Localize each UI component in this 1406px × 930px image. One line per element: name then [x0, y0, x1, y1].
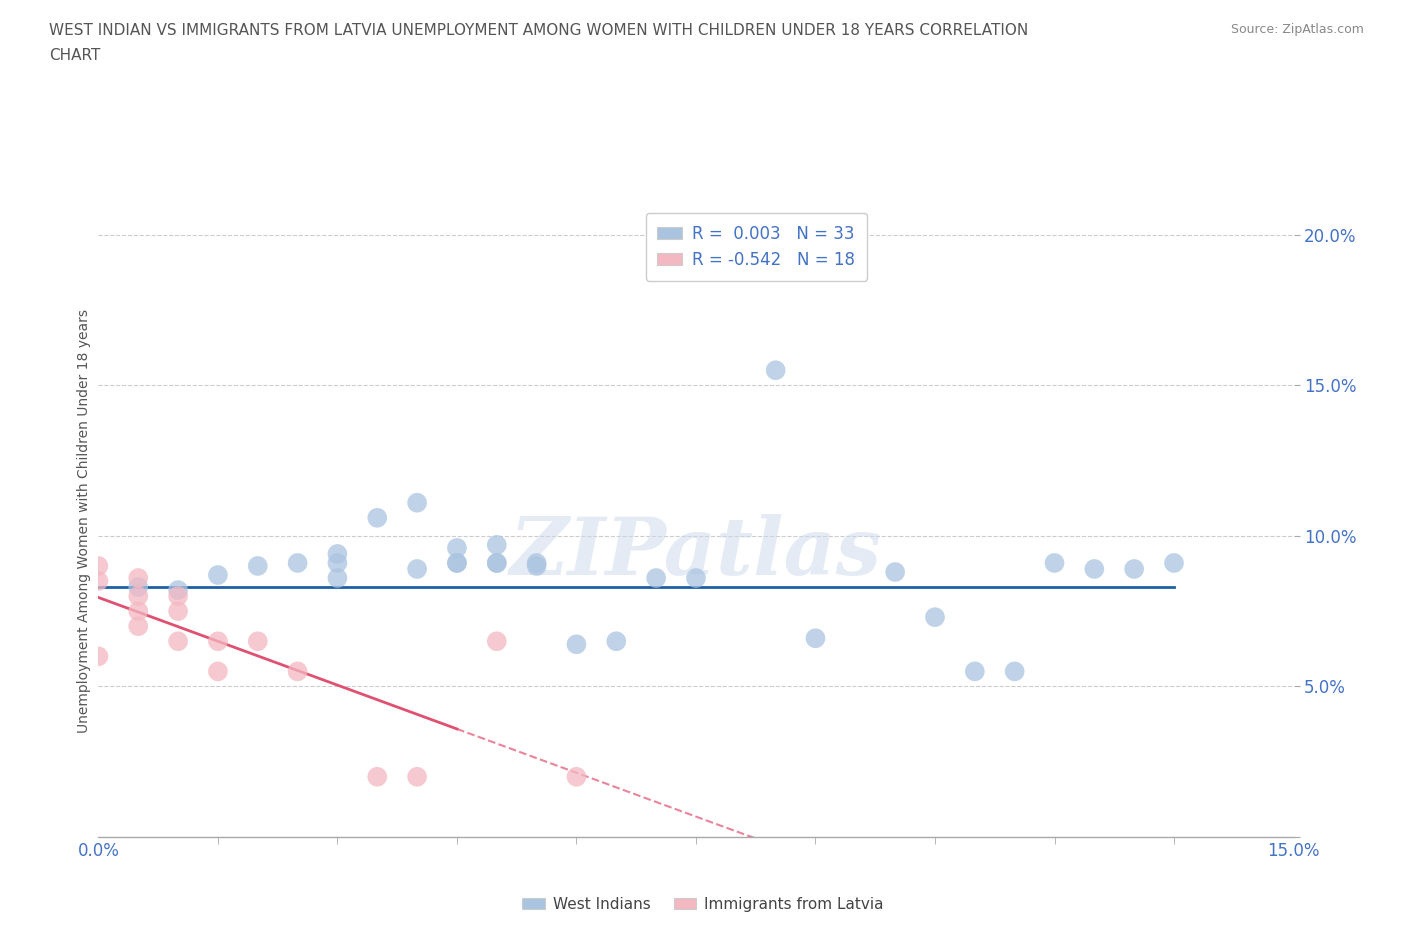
- Point: [167, 634, 190, 649]
- Point: [1163, 555, 1185, 570]
- Point: [406, 769, 429, 784]
- Point: [485, 555, 508, 570]
- Point: [207, 567, 229, 582]
- Point: [207, 634, 229, 649]
- Point: [406, 496, 429, 511]
- Y-axis label: Unemployment Among Women with Children Under 18 years: Unemployment Among Women with Children U…: [77, 309, 91, 733]
- Point: [127, 579, 149, 594]
- Point: [87, 649, 110, 664]
- Point: [127, 571, 149, 586]
- Point: [1043, 555, 1066, 570]
- Text: Source: ZipAtlas.com: Source: ZipAtlas.com: [1230, 23, 1364, 36]
- Point: [366, 511, 388, 525]
- Point: [326, 555, 349, 570]
- Point: [287, 555, 309, 570]
- Point: [526, 555, 548, 570]
- Point: [366, 769, 388, 784]
- Point: [804, 631, 827, 645]
- Point: [167, 589, 190, 604]
- Point: [207, 664, 229, 679]
- Point: [87, 574, 110, 589]
- Point: [605, 634, 627, 649]
- Text: WEST INDIAN VS IMMIGRANTS FROM LATVIA UNEMPLOYMENT AMONG WOMEN WITH CHILDREN UND: WEST INDIAN VS IMMIGRANTS FROM LATVIA UN…: [49, 23, 1028, 38]
- Point: [127, 589, 149, 604]
- Legend: West Indians, Immigrants from Latvia: West Indians, Immigrants from Latvia: [516, 891, 890, 918]
- Point: [963, 664, 986, 679]
- Point: [685, 571, 707, 586]
- Point: [1004, 664, 1026, 679]
- Point: [884, 565, 907, 579]
- Point: [645, 571, 668, 586]
- Point: [287, 664, 309, 679]
- Point: [246, 559, 269, 574]
- Point: [87, 559, 110, 574]
- Point: [765, 363, 787, 378]
- Text: ZIPatlas: ZIPatlas: [510, 513, 882, 591]
- Point: [565, 637, 588, 652]
- Point: [526, 559, 548, 574]
- Point: [446, 540, 468, 555]
- Point: [127, 604, 149, 618]
- Point: [446, 555, 468, 570]
- Point: [326, 571, 349, 586]
- Point: [485, 538, 508, 552]
- Point: [565, 769, 588, 784]
- Point: [485, 555, 508, 570]
- Point: [326, 547, 349, 562]
- Point: [924, 610, 946, 625]
- Point: [167, 604, 190, 618]
- Point: [1123, 562, 1146, 577]
- Text: CHART: CHART: [49, 48, 101, 63]
- Point: [1083, 562, 1105, 577]
- Point: [246, 634, 269, 649]
- Point: [127, 618, 149, 633]
- Legend: R =  0.003   N = 33, R = -0.542   N = 18: R = 0.003 N = 33, R = -0.542 N = 18: [645, 213, 868, 281]
- Point: [406, 562, 429, 577]
- Point: [167, 582, 190, 597]
- Point: [485, 634, 508, 649]
- Point: [446, 555, 468, 570]
